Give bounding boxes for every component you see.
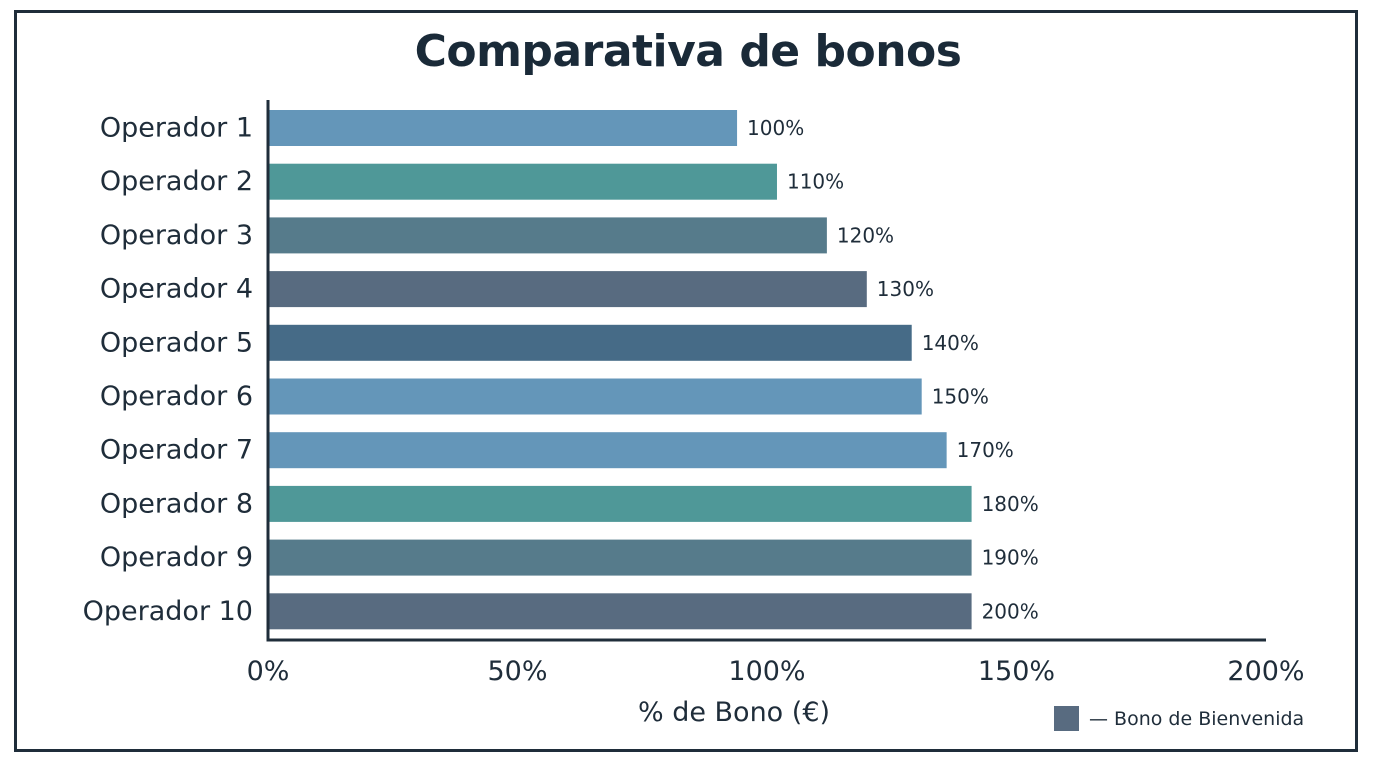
x-axis-title: % de Bono (€) (637, 697, 831, 728)
legend-label: — Bono de Bienvenida (1089, 707, 1305, 730)
value-label: 100% (747, 116, 804, 140)
bar-7 (268, 432, 947, 469)
value-label: 150% (932, 385, 989, 409)
legend: — Bono de Bienvenida (1054, 706, 1304, 731)
category-label: Operador 10 (83, 596, 253, 627)
bar-4 (268, 271, 867, 308)
value-label: 140% (922, 331, 979, 355)
bar-2 (268, 163, 777, 200)
bar-6 (268, 378, 922, 415)
bar-8 (268, 485, 972, 522)
x-tick-label: 100% (728, 656, 805, 687)
bar-9 (268, 539, 972, 576)
value-label: 120% (837, 223, 894, 247)
bar-1 (268, 110, 738, 146)
category-label: Operador 7 (100, 435, 253, 466)
category-label: Operador 5 (100, 327, 253, 358)
chart-title: Comparativa de bonos (414, 26, 962, 77)
bar-3 (268, 217, 827, 254)
bar-10 (268, 593, 972, 630)
category-label: Operador 8 (100, 488, 253, 519)
value-label: 170% (957, 438, 1014, 462)
value-label: 180% (982, 492, 1039, 516)
value-label: 110% (787, 170, 844, 194)
value-label: 200% (982, 599, 1039, 623)
bars-layer (268, 110, 972, 630)
category-label: Operador 2 (100, 166, 253, 197)
category-label: Operador 3 (100, 220, 253, 251)
value-label: 130% (877, 277, 934, 301)
x-tick-label: 200% (1227, 656, 1304, 687)
x-tick-label: 150% (978, 656, 1055, 687)
bar-5 (268, 324, 912, 361)
labels-layer: Operador 1 100% Operador 2 110% Operador 3 12… (83, 113, 1039, 627)
x-tick-labels: 0% 50% 100% 150% 200% (247, 656, 1305, 687)
x-tick-label: 0% (247, 656, 290, 687)
x-tick-label: 50% (487, 656, 547, 687)
value-label: 190% (982, 546, 1039, 570)
category-label: Operador 6 (100, 381, 253, 412)
legend-swatch (1054, 706, 1079, 731)
category-label: Operador 1 (100, 113, 253, 144)
category-label: Operador 9 (100, 542, 253, 573)
category-label: Operador 4 (100, 274, 253, 305)
